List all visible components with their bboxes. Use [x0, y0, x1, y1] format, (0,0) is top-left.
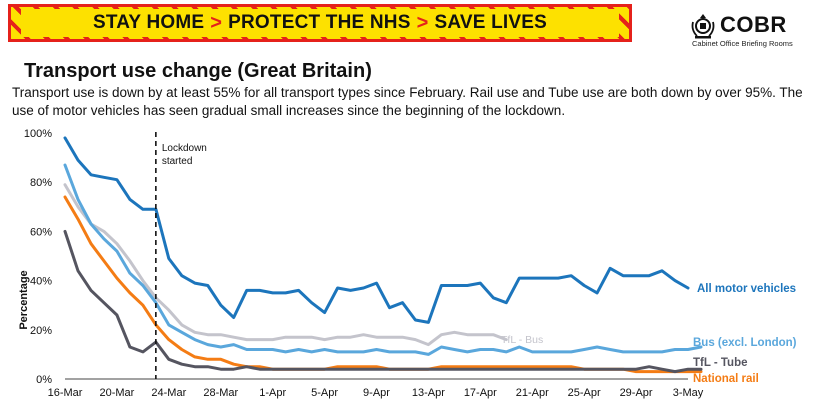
x-tick-label: 24-Mar — [151, 387, 186, 399]
series-line-tfl-tube — [63, 229, 703, 374]
cobr-logo: COBR Cabinet Office Briefing Rooms — [690, 8, 815, 48]
slogan-separator-2: > — [416, 11, 429, 34]
x-tick-label: 28-Mar — [203, 387, 238, 399]
x-tick-label: 3-May — [673, 387, 704, 399]
x-tick-label: 17-Apr — [464, 387, 497, 399]
x-tick-label: 1-Apr — [259, 387, 286, 399]
lockdown-label-line1: Lockdown — [162, 143, 207, 154]
x-axis: 16-Mar 20-Mar 24-Mar 28-Mar 1-Apr 5-Apr 9-Apr 1… — [48, 378, 704, 399]
series-label-tfl-tube: TfL - Tube — [693, 357, 748, 369]
y-tick-label: 40% — [30, 276, 52, 288]
x-tick-label: 13-Apr — [412, 387, 445, 399]
series-line-tfl-bus — [63, 183, 508, 347]
slogan-banner: STAY HOME > PROTECT THE NHS > SAVE LIVES — [8, 4, 632, 42]
x-tick-label: 21-Apr — [516, 387, 549, 399]
logo-title: COBR — [720, 12, 787, 37]
y-axis-title: Percentage — [18, 270, 30, 329]
series-lines: TfL - Bus National rail TfL - Tube Bus (exc… — [63, 136, 797, 385]
slogan-protect-nhs: PROTECT THE NHS — [228, 12, 411, 33]
lockdown-annotation: Lockdown started — [155, 132, 207, 379]
x-tick-label: 5-Apr — [311, 387, 338, 399]
slogan-stay-home: STAY HOME — [92, 12, 205, 33]
series-label-tfl-bus: TfL - Bus — [501, 334, 543, 346]
slogan-save-lives: SAVE LIVES — [434, 12, 547, 33]
lockdown-label-line2: started — [162, 156, 193, 167]
logo-subtitle: Cabinet Office Briefing Rooms — [692, 39, 793, 48]
x-tick-label: 25-Apr — [568, 387, 601, 399]
series-label-all-motor-vehicles: All motor vehicles — [697, 283, 796, 295]
x-tick-label: 16-Mar — [48, 387, 83, 399]
x-tick-label: 20-Mar — [99, 387, 134, 399]
y-tick-label: 20% — [30, 325, 52, 337]
slide-headline: Transport use change (Great Britain) — [24, 60, 372, 82]
series-line-all-motor-vehicles — [63, 136, 690, 324]
royal-crest-icon — [691, 14, 715, 39]
slogan-separator-1: > — [210, 11, 223, 34]
slide-description: Transport use is down by at least 55% fo… — [12, 85, 803, 118]
series-label-national-rail: National rail — [693, 373, 759, 385]
y-tick-label: 80% — [30, 177, 52, 189]
series-line-bus-excl-london — [63, 163, 703, 356]
y-axis: 0% 20% 40% 60% 80% 100% — [24, 128, 52, 386]
y-tick-label: 100% — [24, 128, 52, 140]
x-tick-label: 9-Apr — [363, 387, 390, 399]
transport-line-chart: 0% 20% 40% 60% 80% 100% 16-Mar 20-Mar 24-Mar 28-… — [18, 128, 797, 399]
y-tick-label: 60% — [30, 226, 52, 238]
x-tick-label: 29-Apr — [620, 387, 653, 399]
slogan-text: STAY HOME > PROTECT THE NHS > SAVE LIVES — [21, 9, 619, 37]
series-label-bus-excl-london: Bus (excl. London) — [693, 337, 797, 349]
y-tick-label: 0% — [36, 374, 52, 386]
